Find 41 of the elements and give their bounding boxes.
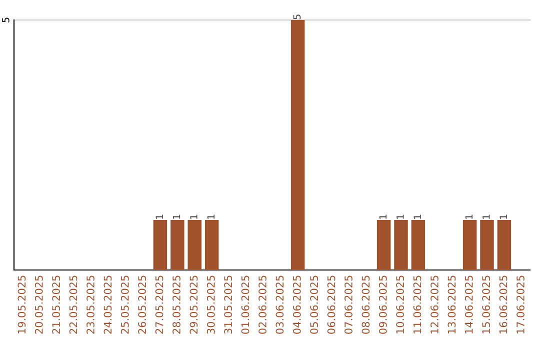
x-tick-label: 07.06.2025 (344, 276, 352, 334)
x-tick-label: 14.06.2025 (464, 276, 473, 334)
data-label: 1 (172, 214, 180, 219)
x-tick-label: 01.06.2025 (241, 276, 250, 334)
x-tick-label: 31.05.2025 (224, 276, 232, 334)
data-label: 1 (156, 214, 163, 219)
data-label: 1 (482, 214, 490, 219)
x-tick-label: 22.05.2025 (69, 276, 78, 334)
x-tick-label: 29.05.2025 (190, 276, 198, 334)
data-label: 1 (190, 214, 198, 219)
x-tick-label: 15.06.2025 (482, 276, 490, 334)
x-tick-label: 23.05.2025 (86, 276, 94, 334)
x-tick-label: 20.05.2025 (34, 276, 43, 334)
x-tick-label: 12.06.2025 (430, 276, 438, 334)
x-tick-label: 25.05.2025 (120, 276, 129, 334)
x-tick-label: 06.06.2025 (327, 276, 336, 334)
x-tick-label: 19.05.2025 (18, 276, 26, 334)
x-tick-label: 13.06.2025 (448, 276, 456, 334)
x-tick-label: 03.06.2025 (276, 276, 284, 334)
data-label: 1 (500, 214, 507, 219)
x-tick-label: 08.06.2025 (362, 276, 370, 334)
x-tick-label: 17.06.2025 (516, 276, 524, 334)
x-tick-label: 16.06.2025 (499, 276, 508, 334)
data-label: 1 (414, 214, 421, 219)
data-label: 5 (293, 14, 301, 20)
x-tick-label: 02.06.2025 (258, 276, 266, 334)
x-tick-label: 28.05.2025 (172, 276, 180, 334)
x-tick-label: 26.05.2025 (138, 276, 146, 334)
x-tick-label: 11.06.2025 (413, 276, 422, 334)
x-tick-label: 24.05.2025 (104, 276, 112, 334)
x-tick-label: 27.05.2025 (155, 276, 164, 334)
x-tick-label: 21.05.2025 (52, 276, 60, 334)
x-tick-label: 05.06.2025 (310, 276, 318, 334)
x-tick-label: 09.06.2025 (378, 276, 387, 334)
x-tick-label: 30.05.2025 (206, 276, 215, 334)
data-label: 1 (379, 214, 386, 219)
data-label: 1 (465, 214, 472, 219)
data-label: 1 (396, 214, 404, 219)
data-label: 1 (207, 214, 214, 219)
x-tick-label: 04.06.2025 (292, 276, 301, 334)
x-tick-label: 10.06.2025 (396, 276, 404, 334)
